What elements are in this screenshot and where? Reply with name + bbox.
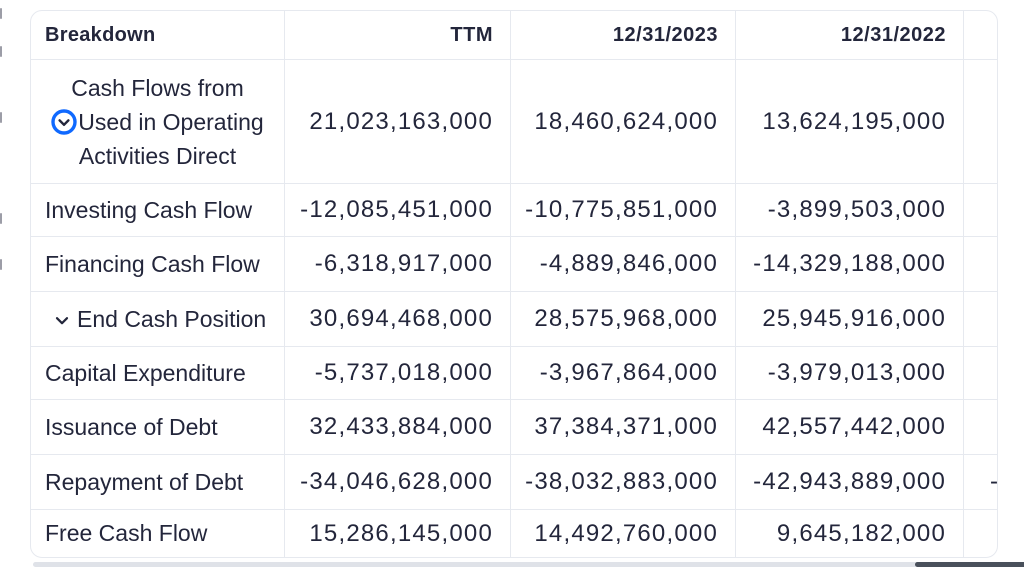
- row-label-line: Cash Flows from: [71, 74, 244, 101]
- cash-flow-table: Breakdown TTM 12/31/2023 12/31/2022 Cash…: [30, 10, 998, 558]
- cell-value: -6,318,917,000: [284, 237, 510, 291]
- cell-clipped: [963, 237, 997, 291]
- row-label-capital-expenditure: Capital Expenditure: [45, 359, 246, 386]
- column-header-ttm: TTM: [284, 11, 510, 59]
- cell-clipped: (: [963, 292, 997, 346]
- cell-value: 14,492,760,000: [510, 510, 735, 557]
- column-header-breakdown: Breakdown: [45, 23, 156, 46]
- cell-value: -14,329,188,000: [735, 237, 963, 291]
- cell-value: 28,575,968,000: [510, 292, 735, 346]
- cell-value: 9,645,182,000: [735, 510, 963, 557]
- cell-value: 37,384,371,000: [510, 400, 735, 454]
- table-row: Issuance of Debt 32,433,884,000 37,384,3…: [31, 399, 997, 454]
- table-header-row: Breakdown TTM 12/31/2023 12/31/2022: [31, 11, 997, 59]
- clipped-left-text-fragment: [0, 112, 2, 123]
- table-row: Capital Expenditure -5,737,018,000 -3,96…: [31, 346, 997, 399]
- expand-row-chevron-circle-icon[interactable]: [51, 108, 77, 135]
- cell-value: -34,046,628,000: [284, 455, 510, 509]
- cell-value: -3,979,013,000: [735, 347, 963, 399]
- cell-value: 32,433,884,000: [284, 400, 510, 454]
- horizontal-scrollbar-track[interactable]: [33, 562, 1024, 567]
- cell-value: -38,032,883,000: [510, 455, 735, 509]
- column-header-clipped: [963, 11, 997, 59]
- cell-value: 21,023,163,000: [284, 60, 510, 183]
- row-label-free-cash-flow: Free Cash Flow: [45, 520, 208, 546]
- horizontal-scrollbar-thumb[interactable]: [915, 562, 1024, 567]
- cell-clipped: [963, 184, 997, 236]
- cell-clipped: (: [963, 400, 997, 454]
- collapse-row-chevron-icon[interactable]: [55, 316, 69, 326]
- cell-value: 25,945,916,000: [735, 292, 963, 346]
- cell-value: 13,624,195,000: [735, 60, 963, 183]
- cell-value: -3,967,864,000: [510, 347, 735, 399]
- cell-clipped: [963, 347, 997, 399]
- clipped-value-fragment: -: [990, 468, 997, 496]
- cell-clipped: [963, 60, 997, 183]
- row-label-financing-cash-flow: Financing Cash Flow: [45, 250, 260, 277]
- cell-clipped: [963, 510, 997, 557]
- row-label-issuance-of-debt: Issuance of Debt: [45, 413, 218, 440]
- table-row: Financing Cash Flow -6,318,917,000 -4,88…: [31, 236, 997, 291]
- row-label-investing-cash-flow: Investing Cash Flow: [45, 196, 253, 223]
- cell-clipped: -: [963, 455, 997, 509]
- cell-value: -10,775,851,000: [510, 184, 735, 236]
- column-header-12-31-2023: 12/31/2023: [510, 11, 735, 59]
- row-label-line: Activities Direct: [78, 142, 237, 169]
- cell-value: -12,085,451,000: [284, 184, 510, 236]
- table-row: Cash Flows from Used in Operating Activi…: [31, 59, 997, 183]
- column-header-12-31-2022: 12/31/2022: [735, 11, 963, 59]
- cell-value: 18,460,624,000: [510, 60, 735, 183]
- clipped-value-fragment: (: [996, 305, 997, 333]
- clipped-value-fragment: (: [996, 413, 997, 441]
- row-label-operating-cash-flow[interactable]: Cash Flows from Used in Operating Activi…: [31, 60, 284, 183]
- row-label-repayment-of-debt: Repayment of Debt: [45, 468, 244, 495]
- row-label-text: End Cash Position: [77, 305, 267, 332]
- cell-value: 15,286,145,000: [284, 510, 510, 557]
- cell-value: -42,943,889,000: [735, 455, 963, 509]
- table-row: Free Cash Flow 15,286,145,000 14,492,760…: [31, 509, 997, 557]
- clipped-left-text-fragment: [0, 46, 2, 57]
- clipped-left-text-fragment: [0, 8, 2, 19]
- cell-value: -3,899,503,000: [735, 184, 963, 236]
- cell-value: 42,557,442,000: [735, 400, 963, 454]
- cell-value: -5,737,018,000: [284, 347, 510, 399]
- row-label-end-cash-position[interactable]: End Cash Position: [31, 292, 284, 346]
- cell-value: 30,694,468,000: [284, 292, 510, 346]
- table-row: End Cash Position 30,694,468,000 28,575,…: [31, 291, 997, 346]
- clipped-left-text-fragment: [0, 213, 2, 224]
- table-row: Investing Cash Flow -12,085,451,000 -10,…: [31, 183, 997, 236]
- row-label-line: Used in Operating: [78, 108, 264, 135]
- clipped-left-text-fragment: [0, 259, 2, 270]
- table-row: Repayment of Debt -34,046,628,000 -38,03…: [31, 454, 997, 509]
- cell-value: -4,889,846,000: [510, 237, 735, 291]
